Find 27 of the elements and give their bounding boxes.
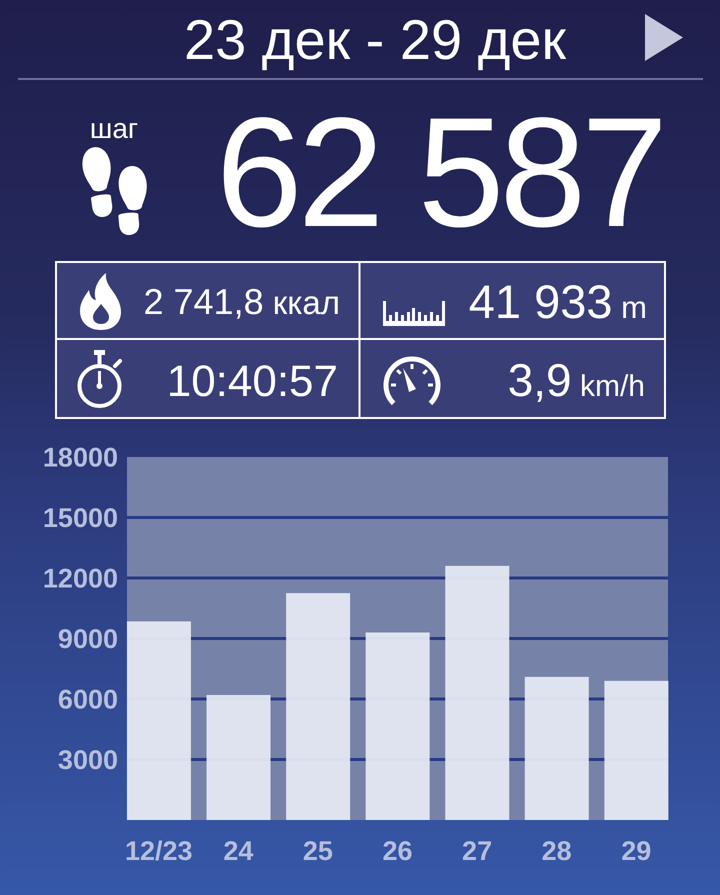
y-tick-label: 15000: [42, 503, 118, 534]
bar: [445, 566, 510, 820]
y-tick-label: 9000: [58, 624, 118, 654]
bar: [524, 676, 589, 820]
y-tick-label: 12000: [42, 564, 118, 594]
text: шаг: [90, 113, 138, 144]
x-tick-label: 27: [462, 836, 492, 866]
bar: [206, 694, 271, 820]
x-tick-label: 29: [621, 836, 652, 866]
x-tick-label: 25: [302, 836, 333, 866]
bar: [286, 593, 350, 820]
x-tick-label: 28: [542, 836, 572, 866]
bar: [604, 680, 668, 820]
text: 10:40:57: [166, 357, 338, 406]
y-tick-label: 3000: [58, 745, 118, 776]
text: 2 741,8 ккал: [143, 281, 340, 322]
bar: [126, 621, 191, 820]
text: 41 933 m: [468, 275, 647, 328]
x-tick-label: 24: [223, 836, 254, 866]
x-tick-label: 26: [382, 836, 413, 866]
y-tick-label: 6000: [58, 684, 118, 715]
text: 3,9 km/h: [508, 354, 645, 406]
chart-title: 23 дек - 29 дек: [184, 8, 567, 71]
text: 62 587: [216, 86, 663, 260]
y-tick-label: 18000: [42, 442, 118, 473]
x-tick-label: 12/23: [124, 836, 193, 866]
bar: [366, 632, 430, 820]
